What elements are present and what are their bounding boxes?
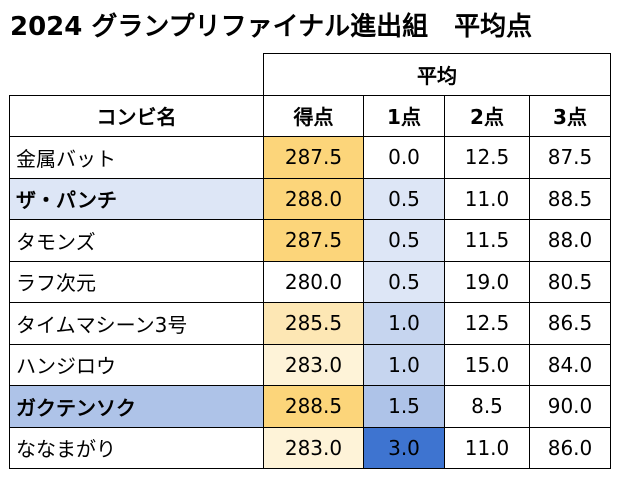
column-header-1pt: 1点 <box>363 94 445 137</box>
score-table: 平均 コンビ名 得点 1点 2点 3点 金属バット 287.5 0.0 12.5 87.… <box>9 53 611 469</box>
two-point-cell: 11.0 <box>444 177 530 220</box>
three-point-cell: 87.5 <box>529 136 611 179</box>
score-cell: 287.5 <box>263 136 364 179</box>
combi-name-cell: 金属バット <box>9 136 264 179</box>
table-row: ザ・パンチ 288.0 0.5 11.0 88.5 <box>9 177 611 220</box>
combi-name-cell: ガクテンソク <box>9 385 264 428</box>
two-point-cell: 12.5 <box>444 302 530 345</box>
one-point-cell: 1.0 <box>363 302 445 345</box>
blank-corner-cell <box>9 53 264 96</box>
combi-name-cell: ハンジロウ <box>9 343 264 386</box>
one-point-cell: 0.0 <box>363 136 445 179</box>
table-row: 金属バット 287.5 0.0 12.5 87.5 <box>9 136 611 179</box>
combi-name-cell: タモンズ <box>9 219 264 262</box>
column-header-name: コンビ名 <box>9 94 264 137</box>
group-header-average: 平均 <box>263 53 611 96</box>
one-point-cell: 0.5 <box>363 260 445 303</box>
one-point-cell: 1.5 <box>363 385 445 428</box>
score-cell: 285.5 <box>263 302 364 345</box>
one-point-cell: 1.0 <box>363 343 445 386</box>
score-cell: 287.5 <box>263 219 364 262</box>
column-header-2pt: 2点 <box>444 94 530 137</box>
three-point-cell: 84.0 <box>529 343 611 386</box>
table-row: ななまがり 283.0 3.0 11.0 86.0 <box>9 426 611 469</box>
column-header-row: コンビ名 得点 1点 2点 3点 <box>9 94 611 137</box>
one-point-cell: 0.5 <box>363 177 445 220</box>
two-point-cell: 19.0 <box>444 260 530 303</box>
score-cell: 283.0 <box>263 426 364 469</box>
three-point-cell: 88.5 <box>529 177 611 220</box>
table-row: ラフ次元 280.0 0.5 19.0 80.5 <box>9 260 611 303</box>
two-point-cell: 12.5 <box>444 136 530 179</box>
combi-name-cell: タイムマシーン3号 <box>9 302 264 345</box>
two-point-cell: 11.5 <box>444 219 530 262</box>
two-point-cell: 15.0 <box>444 343 530 386</box>
three-point-cell: 86.5 <box>529 302 611 345</box>
column-header-score: 得点 <box>263 94 364 137</box>
two-point-cell: 8.5 <box>444 385 530 428</box>
two-point-cell: 11.0 <box>444 426 530 469</box>
group-header-row: 平均 <box>9 53 611 96</box>
score-cell: 288.5 <box>263 385 364 428</box>
score-cell: 280.0 <box>263 260 364 303</box>
combi-name-cell: ななまがり <box>9 426 264 469</box>
column-header-3pt: 3点 <box>529 94 611 137</box>
table-row: ハンジロウ 283.0 1.0 15.0 84.0 <box>9 343 611 386</box>
three-point-cell: 88.0 <box>529 219 611 262</box>
combi-name-cell: ザ・パンチ <box>9 177 264 220</box>
three-point-cell: 90.0 <box>529 385 611 428</box>
three-point-cell: 80.5 <box>529 260 611 303</box>
one-point-cell: 0.5 <box>363 219 445 262</box>
combi-name-cell: ラフ次元 <box>9 260 264 303</box>
three-point-cell: 86.0 <box>529 426 611 469</box>
page-title: 2024 グランプリファイナル進出組 平均点 <box>10 12 533 42</box>
table-row: タモンズ 287.5 0.5 11.5 88.0 <box>9 219 611 262</box>
one-point-cell: 3.0 <box>363 426 445 469</box>
table-row: タイムマシーン3号 285.5 1.0 12.5 86.5 <box>9 302 611 345</box>
table-row: ガクテンソク 288.5 1.5 8.5 90.0 <box>9 385 611 428</box>
score-cell: 283.0 <box>263 343 364 386</box>
score-cell: 288.0 <box>263 177 364 220</box>
